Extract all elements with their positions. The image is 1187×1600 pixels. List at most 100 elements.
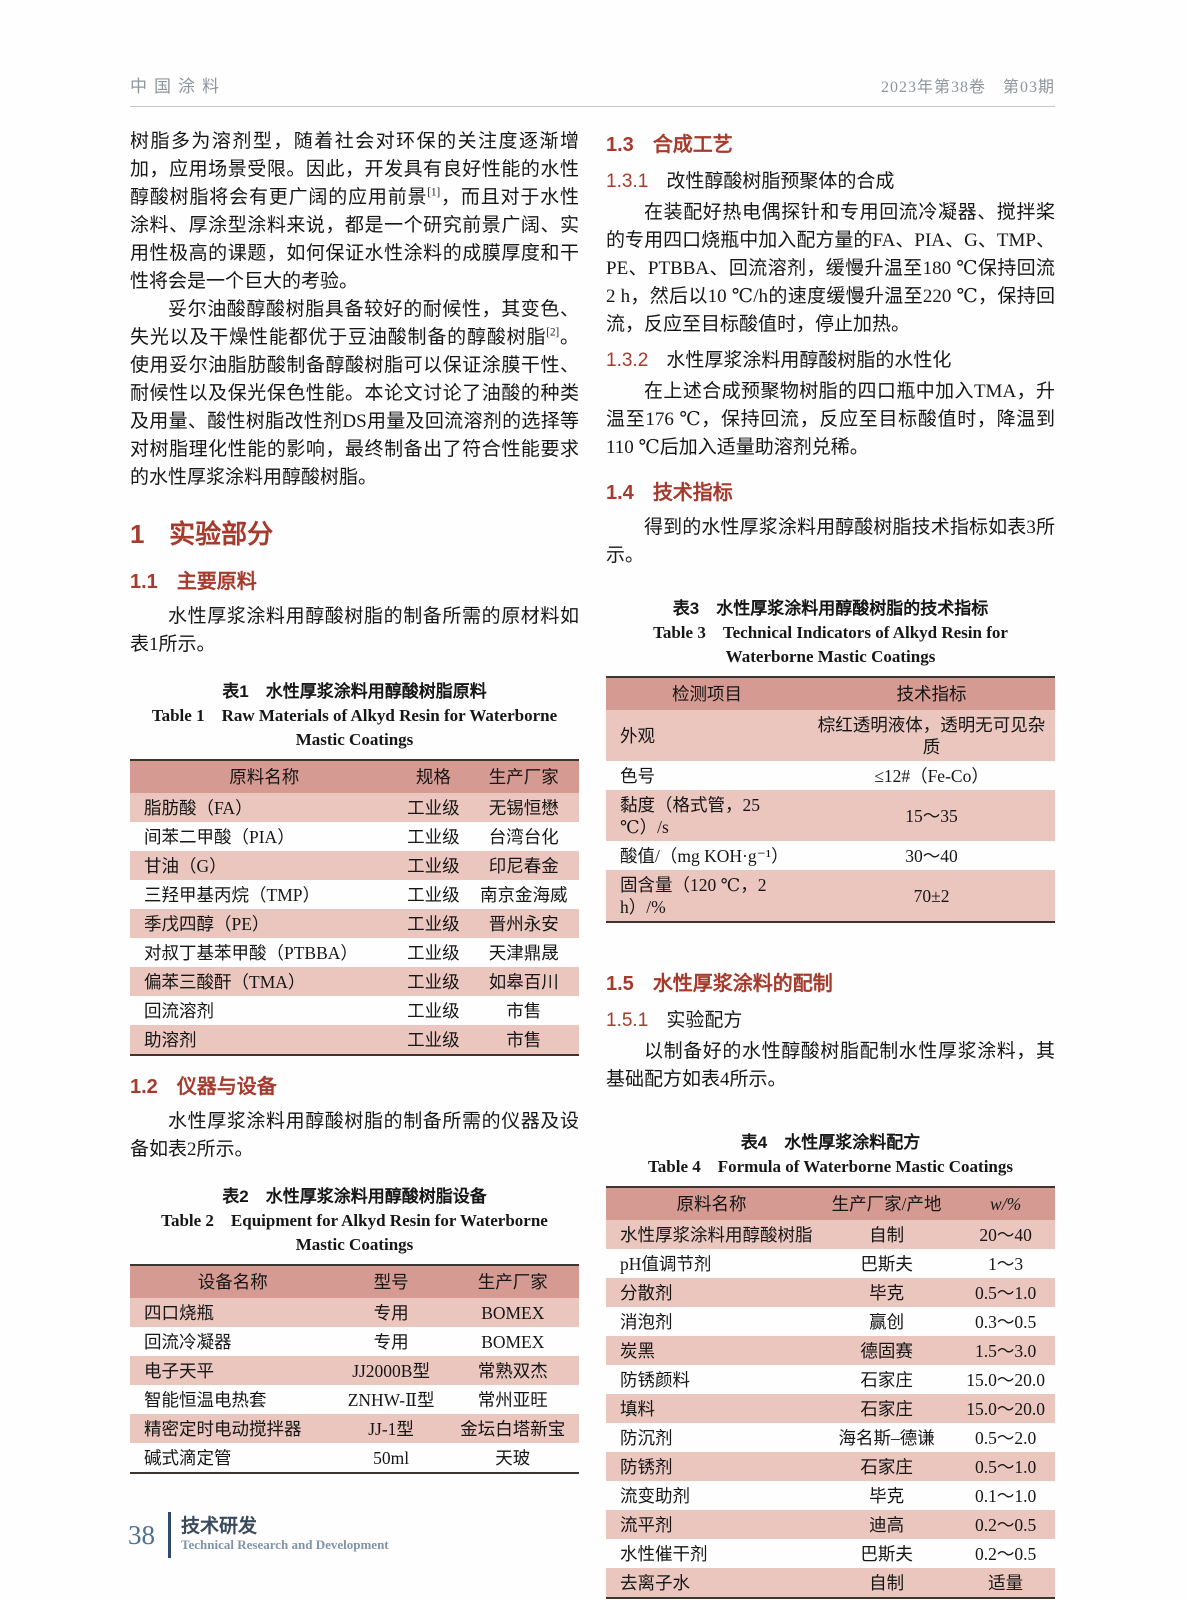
section-title: 水性厚浆涂料的配制: [652, 973, 833, 995]
section-number: 1.3: [606, 134, 634, 156]
citation-ref-1: [1]: [427, 186, 441, 199]
cell-model: ZNHW-Ⅱ型: [347, 1389, 435, 1410]
cell-weight-percent: 15.0～20.0: [966, 1369, 1045, 1390]
paragraph-text: ，而且对于水性涂料、厚涂型涂料来说，都是一个研究前景广阔、实用性极高的课题，如何…: [130, 187, 579, 292]
cell-indicator: 30～40: [905, 845, 958, 866]
subsection-heading-preparation: 1.5 水性厚浆涂料的配制: [606, 967, 1055, 996]
table-2-caption-en: Table 2 Equipment for Alkyd Resin for Wa…: [161, 1211, 548, 1254]
table-row: 甘油（G） 工业级 印尼春金: [130, 851, 579, 880]
column-header: 规格: [398, 760, 469, 793]
cell-model: JJ-1型: [368, 1418, 414, 1439]
page-footer: 38 技术研发 Technical Research and Developme…: [128, 1512, 389, 1558]
cell-model: JJ2000B型: [352, 1360, 430, 1381]
cell-manufacturer: 南京金海威: [479, 884, 568, 905]
cell-grade: 工业级: [407, 913, 460, 934]
cell-material: 对叔丁基苯甲酸（PTBBA）: [144, 942, 358, 963]
cell-manufacturer: 印尼春金: [488, 855, 559, 876]
cell-manufacturer: 天津鼎晟: [488, 942, 559, 963]
cell-weight-percent: 0.2～0.5: [974, 1514, 1037, 1535]
table-3-caption: 表3 水性厚浆涂料用醇酸树脂的技术指标 Table 3 Technical In…: [612, 596, 1049, 669]
column-header: 检测项目: [606, 677, 809, 710]
column-header: 原料名称: [606, 1187, 818, 1220]
subsubsection-heading-hydration: 1.3.2 水性厚浆涂料用醇酸树脂的水性化: [606, 345, 1055, 372]
cell-model: 专用: [373, 1302, 409, 1323]
journal-name: 中国涂料: [130, 77, 226, 96]
table-4-caption-en: Table 4 Formula of Waterborne Mastic Coa…: [647, 1157, 1013, 1176]
table-body: 脂肪酸（FA） 工业级 无锡恒懋 间苯二甲酸（PIA） 工业级 台湾台化 甘油（…: [130, 793, 579, 1055]
cell-material: 助溶剂: [144, 1029, 197, 1050]
table-row: 电子天平 JJ2000B型 常熟双杰: [130, 1356, 579, 1385]
table-4-caption-zh: 表4 水性厚浆涂料配方: [740, 1133, 921, 1152]
column-header: 设备名称: [130, 1265, 336, 1298]
section-title: 合成工艺: [652, 134, 733, 156]
cell-manufacturer: 石家庄: [860, 1398, 913, 1419]
table-row: 外观 棕红透明液体，透明无可见杂质: [606, 710, 1055, 761]
cell-material: 防沉剂: [620, 1427, 673, 1448]
cell-material: 炭黑: [620, 1340, 655, 1361]
section-number: 1: [130, 519, 145, 549]
table-3-caption-en: Table 3 Technical Indicators of Alkyd Re…: [653, 623, 1008, 666]
section-title: 实验配方: [666, 1010, 743, 1031]
cell-manufacturer: 市售: [506, 1000, 542, 1021]
table-row: 水性厚浆涂料用醇酸树脂 自制 20～40: [606, 1220, 1055, 1249]
cell-equipment: 碱式滴定管: [144, 1447, 232, 1468]
cell-indicator: 15～35: [905, 805, 958, 826]
cell-weight-percent: 0.5～1.0: [974, 1282, 1037, 1303]
citation-ref-2: [2]: [546, 326, 560, 339]
column-header: 生产厂家: [468, 760, 579, 793]
cell-manufacturer: 如皋百川: [488, 971, 559, 992]
cell-grade: 工业级: [407, 942, 460, 963]
table-row: 回流冷凝器 专用 BOMEX: [130, 1327, 579, 1356]
cell-manufacturer: 晋州永安: [488, 913, 559, 934]
cell-material: 三羟甲基丙烷（TMP）: [144, 884, 320, 905]
cell-test-item: 固含量（120 ℃，2 h）/%: [620, 874, 767, 917]
section-title: 实验部分: [169, 519, 274, 549]
table-1-caption: 表1 水性厚浆涂料用醇酸树脂原料 Table 1 Raw Materials o…: [136, 679, 573, 752]
subsubsection-heading-formula: 1.5.1 实验配方: [606, 1005, 1055, 1032]
cell-equipment: 回流冷凝器: [144, 1331, 232, 1352]
table-row: 间苯二甲酸（PIA） 工业级 台湾台化: [130, 822, 579, 851]
cell-material: 水性厚浆涂料用醇酸树脂: [620, 1224, 813, 1245]
right-column: 1.3 合成工艺 1.3.1 改性醇酸树脂预聚体的合成 在装配好热电偶探针和专用回流…: [606, 128, 1055, 1599]
table-row: 防锈颜料 石家庄 15.0～20.0: [606, 1365, 1055, 1394]
cell-test-item: 黏度（格式管，25 ℃）/s: [620, 794, 760, 837]
section-number: 1.1: [130, 571, 158, 593]
table-row: 季戊四醇（PE） 工业级 晋州永安: [130, 909, 579, 938]
table-row: 填料 石家庄 15.0～20.0: [606, 1394, 1055, 1423]
section-title: 改性醇酸树脂预聚体的合成: [666, 171, 895, 192]
table-row: 四口烧瓶 专用 BOMEX: [130, 1298, 579, 1327]
cell-grade: 工业级: [407, 884, 460, 905]
cell-material: 脂肪酸（FA）: [144, 797, 253, 818]
table-body: 四口烧瓶 专用 BOMEX 回流冷凝器 专用 BOMEX 电子天平: [130, 1298, 579, 1473]
paragraph-formula: 以制备好的水性醇酸树脂配制水性厚浆涂料，其基础配方如表4所示。: [606, 1041, 1055, 1090]
cell-manufacturer: 赢创: [869, 1311, 905, 1332]
cell-equipment: 精密定时电动搅拌器: [144, 1418, 302, 1439]
section-title: 技术指标: [652, 482, 733, 504]
cell-material: 填料: [620, 1398, 655, 1419]
section-heading-experiment: 1 实验部分: [130, 514, 579, 551]
cell-weight-percent: 0.5～1.0: [974, 1456, 1037, 1477]
section-number: 1.3.2: [606, 350, 649, 371]
section-number: 1.2: [130, 1076, 158, 1098]
cell-manufacturer: 天玻: [495, 1447, 531, 1468]
table-1-caption-zh: 表1 水性厚浆涂料用醇酸树脂原料: [222, 682, 487, 701]
table-2-caption-zh: 表2 水性厚浆涂料用醇酸树脂设备: [222, 1187, 487, 1206]
table-2-caption: 表2 水性厚浆涂料用醇酸树脂设备 Table 2 Equipment for A…: [136, 1184, 573, 1257]
cell-material: 消泡剂: [620, 1311, 673, 1332]
section-number: 1.5: [606, 973, 634, 995]
table-body: 水性厚浆涂料用醇酸树脂 自制 20～40 pH值调节剂 巴斯夫 1～3 分散剂: [606, 1220, 1055, 1598]
table-head: 检测项目 技术指标: [606, 677, 1055, 710]
cell-indicator: 棕红透明液体，透明无可见杂质: [817, 714, 1046, 757]
cell-equipment: 四口烧瓶: [144, 1302, 214, 1323]
cell-material: 防锈剂: [620, 1456, 673, 1477]
left-column: 树脂多为溶剂型，随着社会对环保的关注度逐渐增加，应用场景受限。因此，开发具有良好…: [130, 128, 579, 1599]
cell-material: 间苯二甲酸（PIA）: [144, 826, 295, 847]
cell-indicator: 70±2: [913, 885, 950, 906]
footer-section-block: 技术研发 Technical Research and Development: [181, 1516, 389, 1555]
cell-weight-percent: 0.3～0.5: [974, 1311, 1037, 1332]
cell-material: 分散剂: [620, 1282, 673, 1303]
table-row: 脂肪酸（FA） 工业级 无锡恒懋: [130, 793, 579, 822]
paragraph-hydration: 在上述合成预聚物树脂的四口瓶中加入TMA，升温至176 ℃，保持回流，反应至目标…: [606, 381, 1055, 458]
cell-grade: 工业级: [407, 797, 460, 818]
cell-weight-percent: 20～40: [979, 1224, 1032, 1245]
